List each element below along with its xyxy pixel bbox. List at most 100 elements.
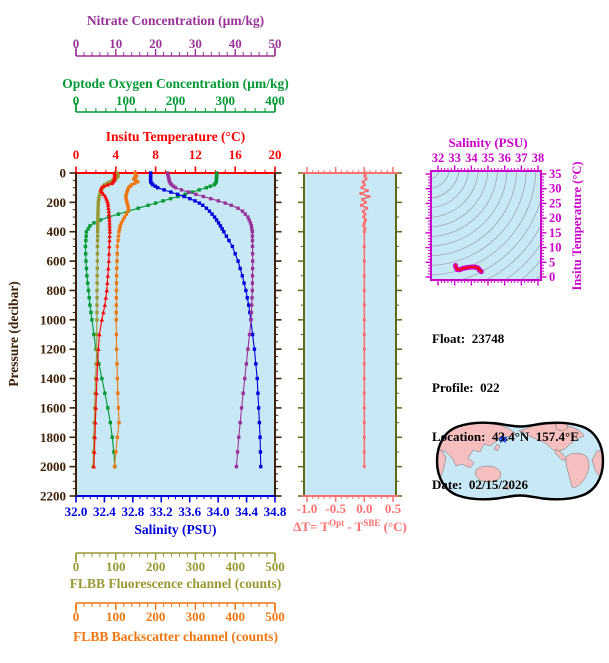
land-australia	[475, 465, 501, 482]
data-marker	[362, 347, 366, 351]
float-position-star-icon	[498, 433, 508, 444]
data-marker	[99, 317, 105, 322]
land-new-zealand	[504, 484, 511, 491]
nitrate-tick-label: 40	[229, 36, 242, 51]
data-marker	[107, 217, 112, 222]
data-marker	[101, 310, 106, 315]
data-marker	[107, 214, 112, 219]
data-marker	[88, 224, 92, 228]
data-marker	[161, 199, 165, 203]
ts-temperature-tick-label: 25	[549, 196, 562, 210]
data-marker	[362, 224, 366, 228]
data-marker	[247, 218, 251, 222]
data-marker	[176, 194, 180, 199]
data-marker	[238, 420, 242, 425]
pressure-tick-label: 600	[47, 254, 67, 269]
data-marker	[197, 201, 202, 205]
data-marker	[95, 244, 100, 249]
salinity-tick-label: 33.2	[150, 504, 173, 519]
data-marker	[204, 206, 209, 210]
data-marker	[210, 212, 214, 216]
data-marker	[96, 215, 100, 219]
series-temperature	[91, 170, 118, 469]
data-marker	[126, 209, 130, 213]
data-marker	[115, 244, 120, 249]
data-marker	[250, 274, 255, 278]
data-marker	[91, 464, 97, 469]
data-marker	[224, 234, 229, 238]
ts-salinity-tick-label: 34	[465, 151, 478, 165]
oxygen-axis: 0 100 200 300 400 Optode Oxygen Concentration…	[62, 76, 289, 113]
data-marker	[239, 406, 244, 410]
data-marker	[96, 199, 101, 203]
data-marker	[243, 376, 247, 381]
data-marker	[116, 234, 121, 238]
data-marker	[246, 347, 250, 351]
data-marker	[115, 259, 119, 263]
salinity-tick-label: 32.4	[93, 504, 116, 519]
data-marker	[360, 186, 364, 190]
data-marker	[258, 435, 262, 439]
data-marker	[94, 376, 100, 381]
data-marker	[249, 224, 254, 228]
data-marker	[112, 464, 117, 469]
data-marker	[98, 192, 102, 196]
oxygen-tick-label: 200	[166, 93, 186, 108]
backscatter-axis-title: FLBB Backscatter channel (counts)	[73, 629, 278, 644]
fluorescence-tick-label: 500	[265, 559, 285, 574]
delta-t-tick-label: -1.0	[297, 501, 318, 516]
backscatter-tick-label: 100	[106, 609, 126, 624]
data-marker	[93, 391, 97, 395]
data-marker	[362, 406, 366, 410]
data-marker	[103, 391, 107, 395]
data-marker	[115, 266, 119, 271]
data-marker	[212, 183, 217, 187]
data-marker	[114, 310, 118, 315]
data-marker	[96, 206, 100, 210]
data-marker	[236, 206, 240, 210]
data-marker	[84, 259, 88, 263]
data-marker	[250, 227, 254, 231]
data-marker	[92, 221, 96, 225]
data-marker	[247, 303, 251, 307]
data-marker	[188, 196, 192, 201]
data-marker	[201, 203, 205, 207]
data-marker	[105, 202, 111, 208]
data-marker	[101, 191, 106, 197]
pressure-tick-label: 0	[60, 166, 67, 181]
oxygen-tick-label: 300	[216, 93, 236, 108]
data-marker	[114, 332, 119, 337]
data-marker	[102, 302, 108, 307]
data-marker	[214, 218, 219, 222]
nitrate-tick-label: 30	[189, 36, 202, 51]
data-marker	[233, 252, 237, 256]
nitrate-tick-label: 50	[269, 36, 282, 51]
ts-temperature-tick-label: 10	[549, 241, 562, 255]
float-info-date: Date: 02/15/2026	[432, 477, 529, 493]
data-marker	[84, 238, 88, 243]
land-south-america	[565, 452, 590, 488]
float-star	[498, 433, 508, 444]
data-marker	[220, 227, 224, 231]
data-marker	[105, 273, 111, 278]
data-marker	[118, 224, 122, 228]
data-marker	[95, 238, 100, 243]
data-marker	[88, 303, 92, 307]
data-marker	[122, 215, 127, 219]
data-marker	[363, 212, 367, 216]
pressure-tick-label: 2200	[40, 489, 66, 504]
salinity-axis-title: Salinity (PSU)	[134, 522, 216, 537]
temperature-tick-label: 4	[113, 147, 120, 162]
delta-t-tick-label: -0.5	[325, 501, 346, 516]
data-marker	[114, 303, 119, 307]
backscatter-tick-label: 0	[73, 609, 80, 624]
data-marker	[105, 200, 111, 205]
data-marker	[109, 180, 115, 186]
data-marker	[363, 218, 367, 222]
data-marker	[244, 362, 249, 366]
delta-t-tick-label: 0.5	[385, 501, 402, 516]
float-info-location: Location: 43.4°N 157.4°E	[432, 428, 579, 444]
ts-salinity-tick-label: 35	[482, 151, 495, 165]
